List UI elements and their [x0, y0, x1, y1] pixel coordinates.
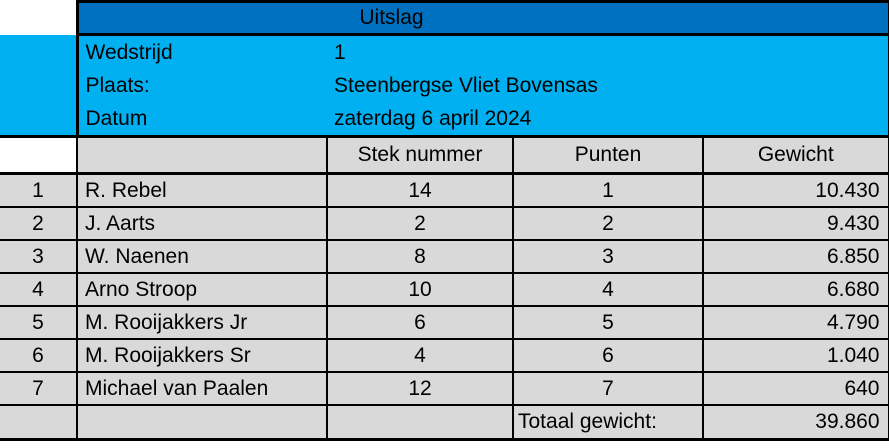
column-header-stek[interactable]: Stek nummer: [326, 135, 514, 175]
info-label-datum[interactable]: Datum: [75, 102, 327, 138]
punten-cell[interactable]: 1: [513, 172, 704, 208]
stek-cell[interactable]: 8: [327, 239, 514, 274]
rank-cell-empty[interactable]: [0, 404, 78, 441]
rank-cell[interactable]: 2: [0, 206, 78, 241]
gewicht-cell[interactable]: 640: [703, 371, 889, 406]
blank-cell: [0, 102, 77, 138]
blank-cell: [0, 69, 77, 102]
punten-cell[interactable]: 3: [513, 239, 704, 274]
total-value[interactable]: 39.860: [703, 404, 889, 441]
info-value-plaats[interactable]: Steenbergse Vliet Bovensas: [327, 69, 889, 102]
table-row: 1 R. Rebel 14 1 10.430: [0, 172, 889, 208]
table-row: 3 W. Naenen 8 3 6.850: [0, 239, 889, 274]
name-cell[interactable]: R. Rebel: [77, 172, 328, 208]
info-label-wedstrijd[interactable]: Wedstrijd: [75, 34, 327, 69]
punten-cell[interactable]: 4: [513, 272, 704, 307]
stek-cell[interactable]: 4: [327, 338, 514, 373]
stek-cell[interactable]: 12: [327, 371, 514, 406]
stek-cell[interactable]: 14: [327, 172, 514, 208]
blank-cell: [0, 34, 77, 69]
punten-cell[interactable]: 6: [513, 338, 704, 373]
gewicht-cell[interactable]: 1.040: [703, 338, 889, 373]
name-cell[interactable]: M. Rooijakkers Sr: [77, 338, 328, 373]
name-cell[interactable]: Michael van Paalen: [77, 371, 328, 406]
gewicht-cell[interactable]: 9.430: [703, 206, 889, 241]
title-cell[interactable]: Uitslag: [75, 0, 889, 36]
name-cell[interactable]: Arno Stroop: [77, 272, 328, 307]
stek-cell-empty[interactable]: [327, 404, 514, 441]
rank-cell[interactable]: 1: [0, 172, 78, 208]
punten-cell[interactable]: 7: [513, 371, 704, 406]
name-cell[interactable]: M. Rooijakkers Jr: [77, 305, 328, 340]
rank-cell[interactable]: 5: [0, 305, 78, 340]
info-value-datum[interactable]: zaterdag 6 april 2024: [327, 102, 889, 138]
gewicht-cell[interactable]: 10.430: [703, 172, 889, 208]
gewicht-cell[interactable]: 4.790: [703, 305, 889, 340]
name-cell[interactable]: J. Aarts: [77, 206, 328, 241]
table-row: 7 Michael van Paalen 12 7 640: [0, 371, 889, 406]
name-cell[interactable]: W. Naenen: [77, 239, 328, 274]
gewicht-cell[interactable]: 6.850: [703, 239, 889, 274]
rank-cell[interactable]: 6: [0, 338, 78, 373]
info-value-wedstrijd[interactable]: 1: [327, 34, 889, 69]
page-title: Uitslag: [359, 6, 424, 29]
gewicht-cell[interactable]: 6.680: [703, 272, 889, 307]
blank-cell: [0, 136, 77, 175]
punten-cell[interactable]: 5: [513, 305, 704, 340]
table-row: 6 M. Rooijakkers Sr 4 6 1.040: [0, 338, 889, 373]
punten-cell[interactable]: 2: [513, 206, 704, 241]
rank-cell[interactable]: 4: [0, 272, 78, 307]
stek-cell[interactable]: 6: [327, 305, 514, 340]
total-row: Totaal gewicht: 39.860: [0, 404, 889, 441]
column-header-name-empty[interactable]: [76, 135, 328, 175]
rank-cell[interactable]: 7: [0, 371, 78, 406]
stek-cell[interactable]: 10: [327, 272, 514, 307]
column-header-gewicht[interactable]: Gewicht: [702, 135, 889, 175]
rank-cell[interactable]: 3: [0, 239, 78, 274]
corner-blank-cell: [0, 1, 77, 35]
stek-cell[interactable]: 2: [327, 206, 514, 241]
total-label[interactable]: Totaal gewicht:: [513, 404, 704, 441]
table-row: 2 J. Aarts 2 2 9.430: [0, 206, 889, 241]
info-label-plaats[interactable]: Plaats:: [75, 69, 327, 102]
name-cell-empty[interactable]: [77, 404, 328, 441]
table-row: 5 M. Rooijakkers Jr 6 5 4.790: [0, 305, 889, 340]
column-header-punten[interactable]: Punten: [512, 135, 704, 175]
table-row: 4 Arno Stroop 10 4 6.680: [0, 272, 889, 307]
